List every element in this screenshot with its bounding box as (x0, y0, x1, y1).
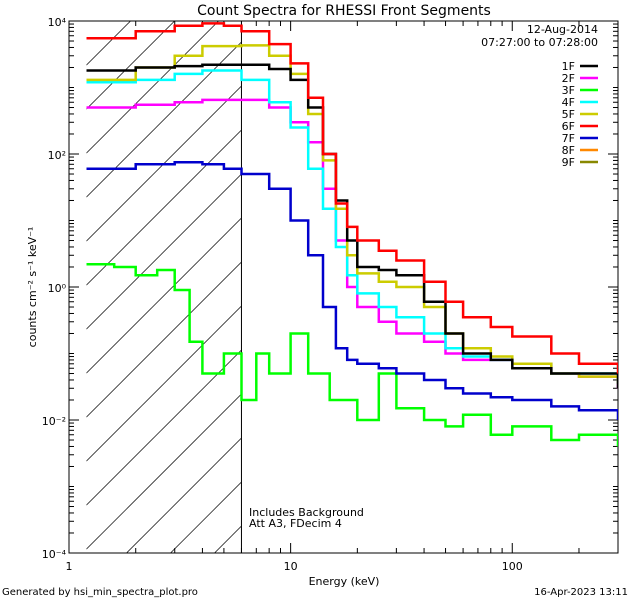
footer-generated-by: Generated by hsi_min_spectra_plot.pro (2, 587, 198, 598)
annotation-attenuator: Att A3, FDecim 4 (249, 517, 342, 530)
footer-timestamp: 16-Apr-2023 13:11 (534, 587, 628, 598)
legend-label-2F: 2F (562, 72, 575, 85)
x-tick-label: 1 (66, 560, 73, 573)
series-line-2F (86, 98, 618, 389)
y-tick-label: 10⁻⁴ (42, 548, 67, 561)
hatch-line (86, 21, 219, 154)
time-range-label: 07:27:00 to 07:28:00 (481, 36, 598, 49)
hatch-region (86, 21, 640, 553)
series-line-5F (86, 44, 618, 384)
date-label: 12-Aug-2014 (527, 23, 598, 36)
legend-label-3F: 3F (562, 84, 575, 97)
y-tick-label: 10² (48, 149, 66, 162)
legend-label-1F: 1F (562, 60, 575, 73)
series-line-3F (86, 262, 618, 447)
x-tick-label: 100 (502, 560, 523, 573)
legend-label-8F: 8F (562, 144, 575, 157)
hatch-line (214, 525, 242, 553)
hatch-line (86, 349, 242, 506)
hatch-line (86, 85, 242, 242)
legend-label-5F: 5F (562, 108, 575, 121)
hatch-line (567, 21, 640, 553)
hatch-line (86, 217, 242, 374)
hatch-line (86, 261, 242, 418)
series-line-7F (86, 161, 618, 420)
series-line-6F (86, 22, 618, 374)
legend-label-6F: 6F (562, 120, 575, 133)
legend-label-7F: 7F (562, 132, 575, 145)
y-axis-label: counts cm⁻² s⁻¹ keV⁻¹ (26, 227, 39, 348)
axis-ticks: 1 10 100 10⁻⁴ 10⁻² 10⁰ 10² 10⁴ (42, 16, 619, 573)
x-tick-label: 10 (284, 560, 298, 573)
chart-title: Count Spectra for RHESSI Front Segments (197, 3, 491, 19)
hatch-line (126, 437, 242, 553)
legend-label-9F: 9F (562, 156, 575, 169)
y-tick-label: 10⁴ (48, 16, 67, 29)
x-axis-label: Energy (keV) (309, 575, 380, 588)
legend-label-4F: 4F (562, 96, 575, 109)
plot-frame (68, 20, 619, 554)
y-tick-label: 10⁰ (48, 282, 67, 295)
annotation-background: Includes Background (249, 506, 364, 519)
hatch-line (391, 21, 640, 553)
hatch-lines (86, 21, 640, 553)
series-group (86, 22, 618, 447)
y-tick-label: 10⁻² (42, 415, 66, 428)
hatch-line (86, 393, 242, 550)
hatch-line (86, 173, 242, 330)
hatch-line (86, 41, 242, 198)
